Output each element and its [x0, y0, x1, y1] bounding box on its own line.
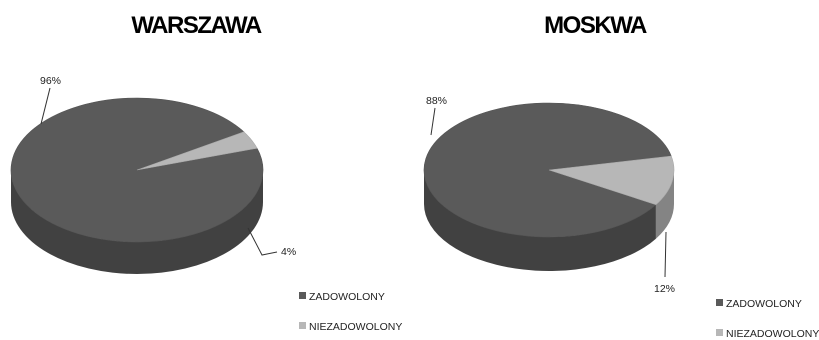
leader-line-12 — [664, 231, 667, 278]
legend-label-niezadowolony: NIEZADOWOLONY — [309, 321, 402, 333]
pie-slice-niezadowolony — [136, 131, 258, 171]
pie-side-niezadowolony — [655, 170, 674, 239]
pie-slice-niezadowolony — [548, 155, 675, 206]
data-label-12: 12% — [654, 283, 675, 295]
leader-line-4 — [247, 227, 278, 256]
legend-swatch-zadowolony — [716, 299, 723, 306]
legend-swatch-niezadowolony — [716, 329, 723, 336]
chart-title-warszawa: WARSZAWA — [131, 12, 261, 39]
chart-warszawa: WARSZAWA 96% 4% ZADOWOLONY NIEZADOWOLONY — [10, 12, 402, 333]
legend-label-zadowolony: ZADOWOLONY — [309, 291, 385, 303]
pie-moskwa — [423, 102, 675, 272]
legend-swatch-niezadowolony — [299, 322, 306, 329]
legend-label-niezadowolony: NIEZADOWOLONY — [726, 328, 819, 340]
legend-warszawa: ZADOWOLONY NIEZADOWOLONY — [299, 291, 402, 333]
chart-title-moskwa: MOSKWA — [544, 12, 647, 39]
data-label-88: 88% — [426, 95, 447, 107]
chart-moskwa: MOSKWA 88% 12% ZADOWOLONY NIEZADOWOLONY — [423, 12, 819, 340]
legend-swatch-zadowolony — [299, 292, 306, 299]
leader-line-96 — [40, 87, 51, 125]
data-label-96: 96% — [40, 75, 61, 87]
data-label-4: 4% — [281, 246, 296, 258]
pie-side-zadowolony — [423, 170, 656, 272]
legend-moskwa: ZADOWOLONY NIEZADOWOLONY — [716, 298, 819, 340]
pie-warszawa — [10, 97, 264, 274]
pie-side-zadowolony — [11, 170, 263, 274]
pie-slice-zadowolony — [423, 102, 672, 238]
legend-label-zadowolony: ZADOWOLONY — [726, 298, 802, 310]
leader-line-88 — [430, 107, 436, 136]
